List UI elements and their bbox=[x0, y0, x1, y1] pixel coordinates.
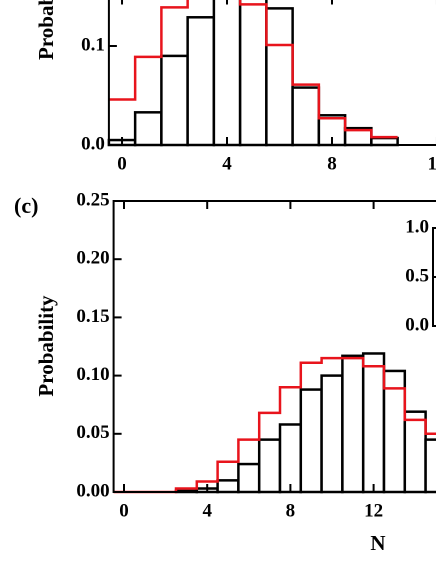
y-tick-label: 0.0 bbox=[81, 133, 105, 154]
step-line bbox=[108, 0, 398, 139]
y-tick-label: 0.05 bbox=[76, 422, 109, 443]
x-tick-label: 12 bbox=[427, 153, 436, 174]
panel: 0.00 0.05 0.10 0.15 0.20 0.25 0 4 8 12 Probability… bbox=[14, 189, 436, 555]
y-tick-label: 0.0 bbox=[405, 314, 429, 335]
x-tick-label: 12 bbox=[364, 500, 383, 521]
x-tick-label: 0 bbox=[119, 500, 129, 521]
panel: 0.0 0.5 1.0 bbox=[405, 216, 436, 335]
y-axis-label: Probability bbox=[34, 295, 58, 397]
x-axis-label: N bbox=[370, 531, 385, 555]
histogram-bar bbox=[361, 352, 386, 494]
x-tick-label: 8 bbox=[286, 500, 296, 521]
y-tick-label: 1.0 bbox=[405, 216, 429, 237]
x-tick-label: 4 bbox=[202, 500, 212, 521]
y-tick-label: 0.20 bbox=[76, 248, 109, 269]
y-tick-label: 0.5 bbox=[405, 265, 429, 286]
y-tick-label: 0.00 bbox=[76, 480, 109, 501]
histogram-bar bbox=[216, 479, 240, 494]
histogram-bar bbox=[186, 16, 216, 147]
histogram-bar bbox=[278, 423, 303, 494]
histogram-bar bbox=[212, 0, 242, 147]
y-tick-label: 0.1 bbox=[81, 34, 105, 55]
histogram-bar bbox=[299, 388, 323, 494]
y-tick-label: 0.15 bbox=[76, 306, 109, 327]
histogram-bar bbox=[403, 410, 427, 494]
histogram-bar bbox=[424, 438, 436, 494]
panel-label: (c) bbox=[14, 193, 38, 218]
panel: 0.0 0.1 0 4 8 12 Probability bbox=[34, 0, 436, 174]
histogram-bar bbox=[238, 0, 268, 147]
x-tick-label: 0 bbox=[117, 153, 127, 174]
histogram-bar bbox=[160, 54, 189, 147]
plot-frame bbox=[107, 0, 436, 146]
histogram-bar bbox=[257, 438, 282, 494]
histogram-bar bbox=[370, 136, 399, 147]
y-tick-label: 0.25 bbox=[76, 189, 109, 210]
histogram-bar bbox=[341, 354, 365, 494]
histogram-bar bbox=[133, 111, 163, 147]
histogram-bar bbox=[237, 462, 261, 494]
histogram-bar bbox=[265, 7, 294, 147]
x-tick-label: 8 bbox=[327, 153, 337, 174]
histogram-bar bbox=[291, 86, 321, 147]
histogram-bar bbox=[320, 374, 344, 494]
y-tick-label: 0.10 bbox=[76, 364, 109, 385]
step-line bbox=[113, 356, 436, 494]
x-tick-label: 4 bbox=[222, 153, 232, 174]
y-axis-label: Probability bbox=[34, 0, 58, 60]
